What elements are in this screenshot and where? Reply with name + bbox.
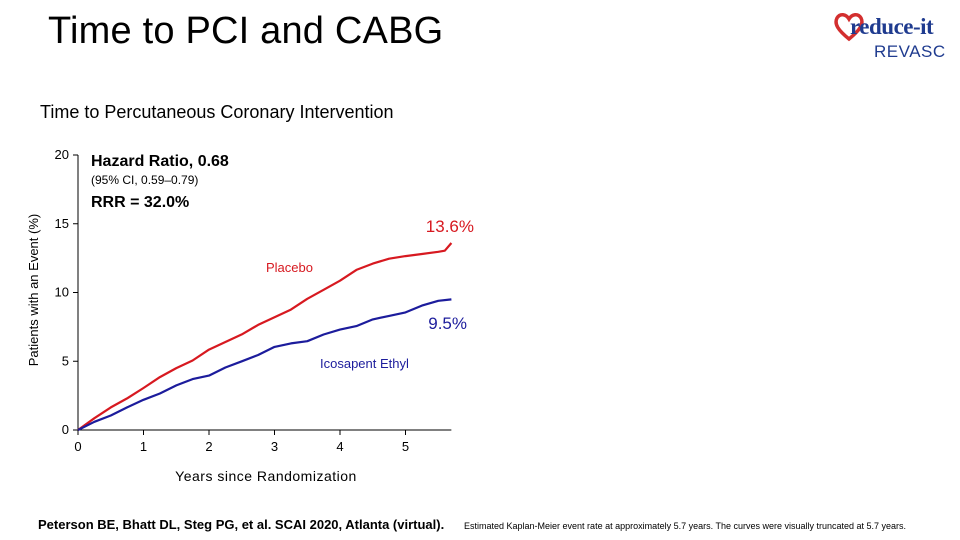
x-tick-label: 4: [336, 439, 343, 454]
ci-label: (95% CI, 0.59–0.79): [91, 173, 198, 187]
x-axis-label: Years since Randomization: [175, 468, 357, 484]
logo-line1: reduce-it: [850, 14, 934, 39]
placebo-legend-label: Placebo: [266, 260, 313, 275]
hazard-ratio-label: Hazard Ratio, 0.68: [91, 153, 229, 170]
footnote: Estimated Kaplan-Meier event rate at app…: [464, 521, 907, 531]
slide-title: Time to PCI and CABG: [48, 10, 444, 52]
placebo-curve: [77, 242, 453, 431]
y-axis-label: Patients with an Event (%): [26, 214, 41, 366]
reduce-it-logo: reduce-it REVASC: [834, 12, 946, 72]
logo-line2: REVASC: [874, 42, 946, 61]
rrr-label: RRR = 32.0%: [91, 194, 189, 211]
y-tick-label: 5: [62, 353, 69, 368]
heart-icon: [834, 13, 864, 42]
y-tick-label: 0: [62, 422, 69, 437]
x-tick-label: 5: [402, 439, 409, 454]
chart-title: Time to Percutaneous Coronary Interventi…: [40, 102, 394, 122]
y-tick-label: 20: [55, 147, 69, 162]
y-tick-label: 15: [55, 216, 69, 231]
x-tick-label: 0: [74, 439, 81, 454]
citation: Peterson BE, Bhatt DL, Steg PG, et al. S…: [38, 517, 445, 532]
y-tick-label: 10: [55, 285, 69, 300]
x-tick-label: 3: [271, 439, 278, 454]
placebo-end-value: 13.6%: [426, 217, 474, 236]
icosapent-ethyl-legend-label: Icosapent Ethyl: [320, 356, 409, 371]
x-tick-label: 1: [140, 439, 147, 454]
icosapent-ethyl-end-value: 9.5%: [428, 314, 467, 333]
x-tick-label: 2: [205, 439, 212, 454]
icosapent-ethyl-curve: [77, 298, 452, 431]
